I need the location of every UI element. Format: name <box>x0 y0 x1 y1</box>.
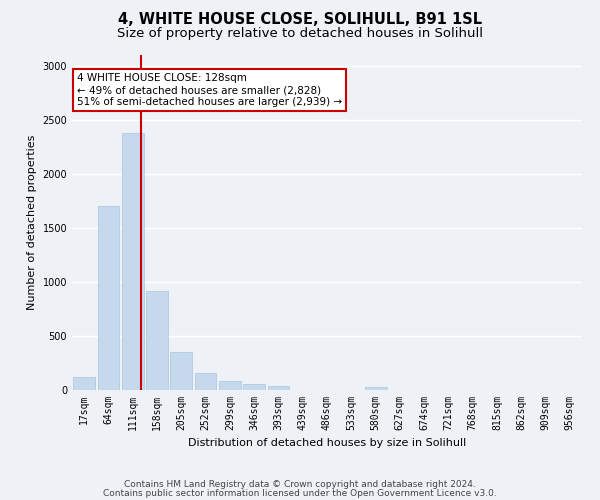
Bar <box>194 373 217 390</box>
Bar <box>268 386 289 390</box>
Bar <box>73 377 95 390</box>
Bar <box>243 384 265 390</box>
Bar <box>97 206 119 390</box>
Text: 4, WHITE HOUSE CLOSE, SOLIHULL, B91 1SL: 4, WHITE HOUSE CLOSE, SOLIHULL, B91 1SL <box>118 12 482 28</box>
X-axis label: Distribution of detached houses by size in Solihull: Distribution of detached houses by size … <box>188 438 466 448</box>
Text: Contains public sector information licensed under the Open Government Licence v3: Contains public sector information licen… <box>103 489 497 498</box>
Text: 4 WHITE HOUSE CLOSE: 128sqm
← 49% of detached houses are smaller (2,828)
51% of : 4 WHITE HOUSE CLOSE: 128sqm ← 49% of det… <box>77 74 342 106</box>
Bar <box>219 382 241 390</box>
Text: Size of property relative to detached houses in Solihull: Size of property relative to detached ho… <box>117 28 483 40</box>
Bar <box>122 133 143 390</box>
Bar <box>146 290 168 390</box>
Bar <box>170 352 192 390</box>
Bar <box>365 386 386 390</box>
Text: Contains HM Land Registry data © Crown copyright and database right 2024.: Contains HM Land Registry data © Crown c… <box>124 480 476 489</box>
Y-axis label: Number of detached properties: Number of detached properties <box>27 135 37 310</box>
